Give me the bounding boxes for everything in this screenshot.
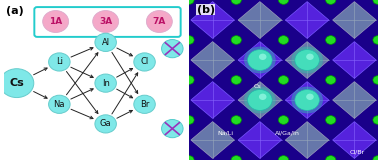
Circle shape bbox=[146, 11, 172, 32]
Circle shape bbox=[295, 90, 319, 110]
Circle shape bbox=[184, 76, 194, 84]
Polygon shape bbox=[238, 2, 282, 38]
Circle shape bbox=[161, 120, 183, 138]
Circle shape bbox=[49, 53, 70, 71]
Circle shape bbox=[244, 47, 275, 73]
Circle shape bbox=[49, 95, 70, 113]
Circle shape bbox=[295, 50, 319, 70]
Circle shape bbox=[248, 90, 272, 110]
Polygon shape bbox=[285, 42, 329, 78]
Circle shape bbox=[231, 36, 241, 44]
Circle shape bbox=[93, 11, 119, 32]
Circle shape bbox=[325, 0, 336, 4]
Text: (a): (a) bbox=[6, 6, 23, 16]
Text: Cs: Cs bbox=[9, 78, 24, 88]
Polygon shape bbox=[285, 122, 329, 158]
Circle shape bbox=[292, 87, 323, 113]
Circle shape bbox=[231, 0, 241, 4]
Circle shape bbox=[95, 115, 116, 133]
Polygon shape bbox=[333, 42, 376, 78]
Text: Cs: Cs bbox=[253, 84, 261, 89]
Circle shape bbox=[292, 47, 323, 73]
Circle shape bbox=[231, 116, 241, 124]
Polygon shape bbox=[238, 122, 282, 158]
Circle shape bbox=[134, 53, 155, 71]
Text: In: In bbox=[102, 79, 110, 88]
Text: Li: Li bbox=[56, 57, 63, 66]
Circle shape bbox=[0, 69, 34, 98]
Circle shape bbox=[306, 94, 314, 100]
Text: 1A: 1A bbox=[49, 17, 62, 26]
Text: Al: Al bbox=[102, 38, 110, 47]
Circle shape bbox=[259, 94, 266, 100]
Polygon shape bbox=[191, 122, 234, 158]
Polygon shape bbox=[333, 122, 376, 158]
Circle shape bbox=[134, 95, 155, 113]
Circle shape bbox=[231, 156, 241, 160]
Circle shape bbox=[278, 36, 289, 44]
Text: Cl: Cl bbox=[140, 57, 149, 66]
Polygon shape bbox=[333, 2, 376, 38]
FancyBboxPatch shape bbox=[34, 7, 181, 37]
Circle shape bbox=[306, 54, 314, 60]
Polygon shape bbox=[285, 2, 329, 38]
Circle shape bbox=[184, 156, 194, 160]
Circle shape bbox=[325, 156, 336, 160]
Circle shape bbox=[278, 116, 289, 124]
Circle shape bbox=[259, 54, 266, 60]
Circle shape bbox=[373, 76, 378, 84]
Polygon shape bbox=[333, 82, 376, 118]
Text: Al/Ga/In: Al/Ga/In bbox=[275, 130, 300, 135]
Polygon shape bbox=[238, 82, 282, 118]
Polygon shape bbox=[191, 2, 234, 38]
Circle shape bbox=[184, 36, 194, 44]
Circle shape bbox=[325, 36, 336, 44]
Circle shape bbox=[325, 76, 336, 84]
Text: 3A: 3A bbox=[99, 17, 112, 26]
Circle shape bbox=[184, 0, 194, 4]
Text: Br: Br bbox=[140, 100, 149, 109]
Text: (b): (b) bbox=[197, 5, 215, 15]
Circle shape bbox=[95, 74, 116, 92]
Circle shape bbox=[248, 50, 272, 70]
Circle shape bbox=[325, 116, 336, 124]
Circle shape bbox=[161, 40, 183, 58]
Circle shape bbox=[184, 116, 194, 124]
Circle shape bbox=[95, 33, 116, 52]
Circle shape bbox=[278, 0, 289, 4]
Circle shape bbox=[278, 156, 289, 160]
Text: Na: Na bbox=[54, 100, 65, 109]
Text: 7A: 7A bbox=[153, 17, 166, 26]
Circle shape bbox=[373, 36, 378, 44]
Circle shape bbox=[373, 116, 378, 124]
Polygon shape bbox=[238, 42, 282, 78]
Circle shape bbox=[373, 0, 378, 4]
Circle shape bbox=[373, 156, 378, 160]
Polygon shape bbox=[191, 82, 234, 118]
Text: Na/Li: Na/Li bbox=[217, 130, 233, 135]
Text: Cl/Br: Cl/Br bbox=[350, 149, 365, 155]
Circle shape bbox=[244, 87, 275, 113]
Circle shape bbox=[43, 11, 69, 32]
Polygon shape bbox=[191, 42, 234, 78]
Circle shape bbox=[231, 76, 241, 84]
Text: Ga: Ga bbox=[100, 119, 112, 128]
Circle shape bbox=[278, 76, 289, 84]
Polygon shape bbox=[285, 82, 329, 118]
